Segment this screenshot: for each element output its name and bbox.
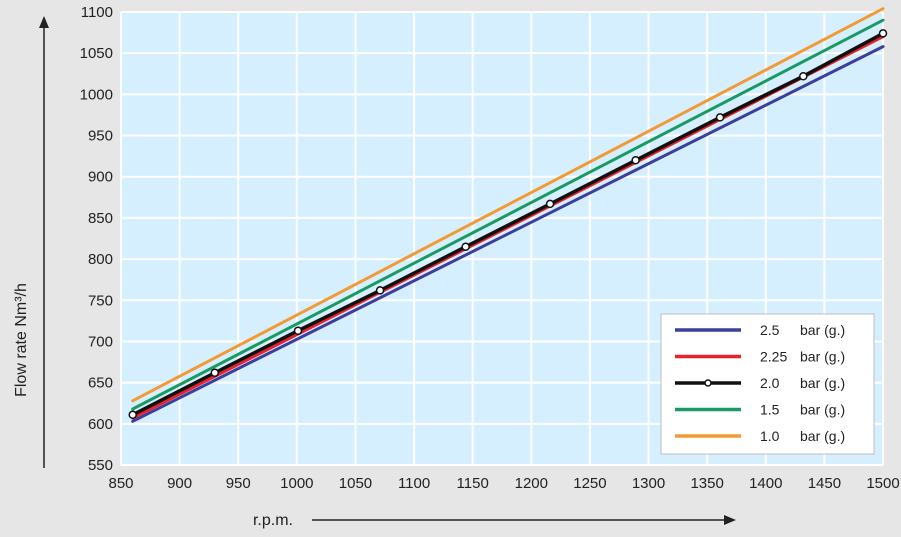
y-tick-label-1: 600 — [88, 416, 113, 433]
x-tick-label-7: 1200 — [515, 475, 548, 492]
x-tick-label-10: 1350 — [690, 475, 723, 492]
x-tick-label-3: 1000 — [280, 475, 313, 492]
x-tick-label-2: 950 — [226, 475, 251, 492]
x-tick-label-11: 1400 — [749, 475, 782, 492]
y-tick-label-4: 750 — [88, 292, 113, 309]
x-tick-label-9: 1300 — [632, 475, 665, 492]
y-tick-label-7: 900 — [88, 169, 113, 186]
legend-value-0: 2.5 — [760, 322, 780, 338]
legend-value-3: 1.5 — [760, 402, 780, 418]
series-line-4 — [131, 7, 885, 403]
x-tick-label-13: 1500 — [866, 475, 899, 492]
legend-unit-2: bar (g.) — [800, 375, 845, 391]
y-tick-label-8: 950 — [88, 128, 113, 145]
y-tick-label-3: 700 — [88, 333, 113, 350]
series-2-point-7 — [715, 113, 725, 122]
series-layer — [128, 7, 888, 423]
y-tick-label-10: 1050 — [80, 45, 113, 62]
x-tick-label-4: 1050 — [339, 475, 372, 492]
series-2-point-3 — [375, 286, 385, 295]
legend-value-1: 2.25 — [760, 349, 787, 365]
x-axis-title: r.p.m. — [253, 512, 293, 529]
series-2-point-5 — [545, 199, 555, 209]
x-tick-label-5: 1100 — [398, 475, 430, 492]
series-2-point-0 — [128, 410, 137, 420]
y-tick-label-2: 650 — [88, 375, 113, 392]
x-tick-labels: 850 900 950 1000 1050 1100 1150 1200 1250 1300 135… — [108, 475, 899, 492]
y-axis-title: Flow rate Nm³/h — [13, 283, 30, 397]
y-tick-label-5: 800 — [88, 251, 113, 268]
x-tick-label-1: 900 — [167, 475, 192, 492]
legend: 2.5 bar (g.) 2.25 bar (g.) 2.0 bar (g.) 1.5 bar… — [660, 313, 875, 455]
y-tick-labels: 550 600 650 700 750 800 850 900 950 1000 1050 1100 — [80, 4, 113, 474]
y-tick-label-6: 850 — [88, 210, 113, 227]
y-tick-label-0: 550 — [88, 457, 113, 474]
legend-unit-4: bar (g.) — [800, 428, 845, 444]
legend-marker-2 — [704, 379, 712, 387]
legend-value-4: 1.0 — [760, 428, 780, 444]
x-tick-label-6: 1150 — [457, 475, 489, 492]
series-line-3 — [131, 18, 885, 411]
series-2-point-8 — [799, 71, 808, 81]
legend-unit-0: bar (g.) — [800, 322, 845, 338]
y-tick-label-9: 1000 — [80, 86, 113, 103]
legend-unit-3: bar (g.) — [800, 402, 845, 418]
x-tick-label-12: 1450 — [808, 475, 841, 492]
series-2-point-6 — [631, 156, 640, 165]
series-line-0 — [131, 45, 885, 423]
y-tick-label-11: 1100 — [81, 4, 113, 21]
legend-value-2: 2.0 — [760, 375, 780, 391]
x-tick-label-8: 1250 — [573, 475, 606, 492]
series-2-point-1 — [210, 368, 220, 378]
series-line-2 — [130, 31, 885, 417]
x-tick-label-0: 850 — [108, 475, 133, 492]
series-2-point-2 — [293, 326, 303, 335]
series-2-point-9 — [878, 29, 888, 38]
series-2-point-4 — [461, 242, 470, 251]
legend-unit-1: bar (g.) — [800, 349, 845, 365]
